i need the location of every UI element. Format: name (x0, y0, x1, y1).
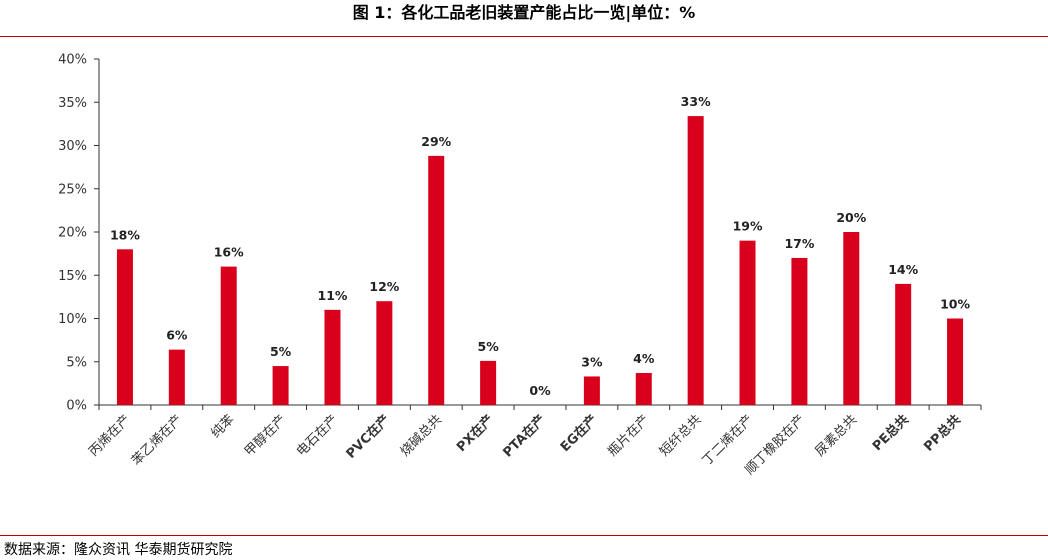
bars (116, 116, 964, 405)
bar (791, 257, 808, 405)
category-label: PP总共 (921, 412, 964, 455)
y-axis: 0% 5% 10% 15% 20% 25% 30% 35% 40% (58, 53, 100, 414)
category-label: PVC在产 (343, 412, 393, 462)
category-label: 苯乙烯在产 (129, 412, 186, 469)
data-label: 3% (581, 354, 603, 369)
category-label: 电石在产 (294, 412, 341, 459)
y-tick-label: 20% (58, 226, 87, 241)
data-label: 14% (888, 262, 918, 277)
category-label: EG在产 (557, 412, 601, 456)
bar (947, 318, 964, 405)
category-label: PX在产 (453, 412, 497, 456)
bar (635, 372, 652, 405)
bar (739, 240, 756, 405)
data-label: 12% (369, 279, 399, 294)
bar (428, 155, 445, 405)
data-label: 18% (110, 227, 140, 242)
bar (324, 309, 341, 405)
y-tick-label: 35% (58, 96, 87, 111)
bar (168, 349, 185, 405)
data-labels: 18% 6% 16% 5% 11% 12% 29% 5% 0% 3% 4% 33% 19% 17% 20% 1… (110, 94, 971, 398)
y-tick-label: 40% (58, 53, 87, 68)
chart-title: 图 1：各化工品老旧装置产能占比一览|单位：% (352, 3, 696, 22)
data-label: 20% (836, 210, 866, 225)
category-label: 短纤总共 (657, 412, 704, 459)
bar (687, 116, 704, 405)
bar (843, 232, 860, 405)
data-label: 0% (529, 383, 551, 398)
data-label: 29% (421, 134, 451, 149)
category-label: 丙烯在产 (86, 412, 133, 459)
data-label: 6% (166, 328, 188, 343)
data-label: 11% (318, 288, 348, 303)
data-label: 4% (633, 351, 655, 366)
category-label: 纯苯 (209, 412, 238, 441)
y-tick-label: 10% (58, 312, 87, 327)
bar (116, 249, 133, 405)
data-label: 16% (214, 245, 244, 260)
category-label: PE总共 (869, 412, 912, 455)
data-label: 17% (784, 236, 814, 251)
bar (895, 283, 912, 405)
source-note: 数据来源：隆众资讯 华泰期货研究院 (4, 542, 233, 558)
bottom-divider (0, 535, 1048, 536)
y-tick-label: 5% (66, 355, 87, 370)
category-label: PTA在产 (500, 412, 549, 461)
bar (480, 360, 497, 405)
category-label: 甲醇在产 (241, 412, 289, 460)
category-label: 尿素总共 (813, 412, 860, 459)
bar (220, 266, 237, 405)
data-label: 5% (270, 344, 292, 359)
y-tick-label: 15% (58, 269, 87, 284)
data-label: 19% (733, 219, 763, 234)
y-tick-label: 25% (58, 182, 87, 197)
bar (272, 366, 289, 405)
y-tick-label: 0% (66, 399, 87, 414)
category-label: 瓶片在产 (605, 412, 652, 459)
top-divider (0, 36, 1048, 37)
data-label: 10% (940, 297, 970, 312)
data-label: 33% (681, 94, 711, 109)
bar (583, 376, 600, 405)
bar (376, 301, 393, 405)
category-label: 丁二烯在产 (700, 412, 757, 469)
y-tick-label: 30% (58, 139, 87, 154)
data-label: 5% (478, 339, 500, 354)
category-label: 烧碱总共 (398, 412, 445, 459)
